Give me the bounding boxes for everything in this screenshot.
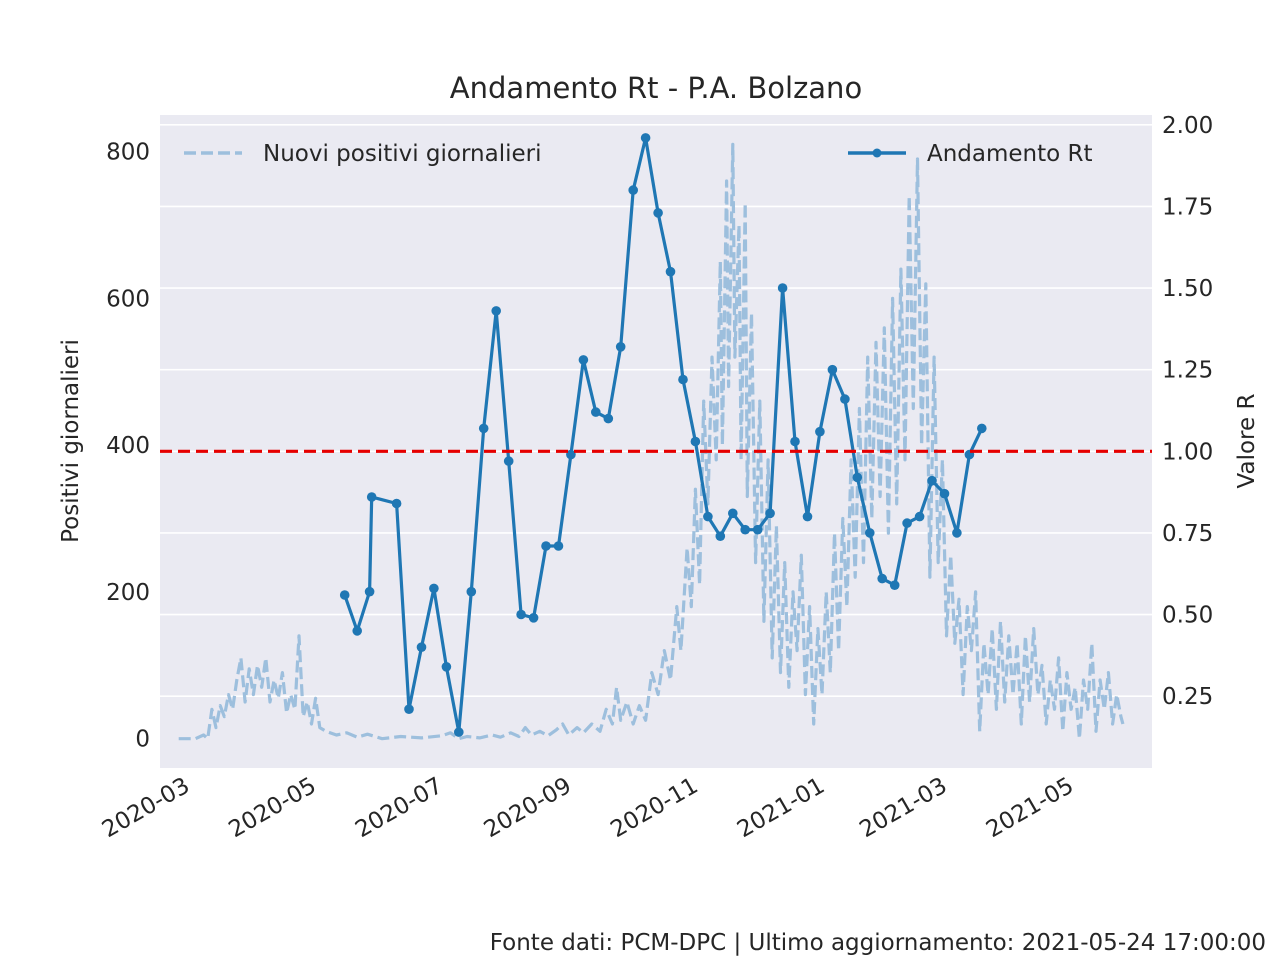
series-layer: [178, 133, 1125, 741]
y-axis-right-label: Valore R: [1234, 394, 1260, 489]
rt-point: [566, 449, 576, 460]
rt-point: [466, 586, 477, 597]
rt-point: [802, 511, 813, 522]
y-right-tick-label: 0.75: [1162, 521, 1213, 547]
x-tick-label: 2020-07: [351, 773, 447, 844]
rt-point: [889, 580, 900, 590]
rt-point: [827, 364, 838, 375]
y-left-tick-label: 800: [106, 140, 150, 166]
y-right-tick-label: 0.50: [1162, 603, 1213, 629]
y-axis-left-label: Positivi giornalieri: [58, 339, 84, 543]
rt-point: [952, 528, 962, 538]
rt-point: [553, 541, 564, 551]
positivi-line: [178, 142, 1125, 741]
x-tick-label: 2020-03: [98, 773, 194, 844]
rt-point: [715, 531, 726, 541]
y-left-tick-label: 0: [135, 727, 150, 753]
x-tick-label: 2021-01: [733, 773, 829, 844]
rt-point: [454, 727, 464, 737]
rt-point: [815, 426, 825, 437]
rt-point: [752, 524, 763, 535]
rt-point: [339, 590, 350, 600]
rt-point: [366, 492, 377, 502]
rt-point: [678, 374, 688, 385]
rt-point: [429, 583, 439, 594]
y-right-tick-label: 0.25: [1162, 684, 1213, 710]
rt-point: [690, 436, 701, 447]
rt-point: [615, 342, 626, 352]
x-tick-label: 2020-11: [606, 773, 702, 844]
rt-point: [603, 413, 614, 424]
rt-point: [728, 508, 738, 519]
y-right-tick-label: 2.00: [1162, 113, 1213, 139]
rt-point: [591, 407, 601, 417]
x-tick-label: 2021-03: [855, 773, 951, 844]
rt-point: [653, 208, 663, 218]
y-right-tick-label: 1.50: [1162, 276, 1213, 302]
rt-point: [914, 511, 925, 522]
y-left-tick-label: 400: [106, 433, 150, 459]
rt-point: [640, 133, 651, 143]
rt-point: [777, 283, 788, 293]
rt-point: [516, 609, 526, 620]
rt-point: [352, 626, 363, 636]
y-right-tick-label: 1.25: [1162, 358, 1213, 384]
y-left-tick-label: 600: [106, 286, 150, 312]
rt-point: [503, 456, 514, 466]
x-tick-label: 2020-05: [224, 773, 320, 844]
rt-point: [703, 511, 713, 522]
legend-left: Nuovi positivi giornalieri: [184, 141, 542, 167]
rt-point: [416, 642, 427, 652]
rt-point: [740, 524, 750, 535]
rt-point: [765, 508, 775, 519]
rt-point: [528, 613, 539, 623]
footer-source: Fonte dati: PCM-DPC | Ultimo aggiornamen…: [490, 930, 1266, 956]
rt-point: [840, 394, 850, 404]
legend-right-label: Andamento Rt: [927, 141, 1093, 167]
legend-left-label: Nuovi positivi giornalieri: [263, 141, 542, 167]
y-right-tick-label: 1.75: [1162, 194, 1213, 220]
plot-background: [160, 115, 1152, 768]
rt-point: [391, 498, 402, 509]
rt-point: [927, 475, 937, 486]
rt-line: [343, 136, 984, 734]
rt-point: [491, 306, 502, 316]
rt-point: [628, 185, 638, 195]
rt-point: [865, 528, 875, 538]
rt-point: [939, 488, 950, 499]
x-tick-label: 2021-05: [982, 773, 1078, 844]
chart-title: Andamento Rt - P.A. Bolzano: [450, 71, 862, 105]
rt-point: [790, 436, 800, 447]
rt-point: [877, 573, 887, 584]
rt-point: [977, 423, 987, 434]
rt-point: [441, 662, 452, 672]
rt-point: [478, 423, 489, 434]
y-left-tick-label: 200: [106, 580, 150, 606]
rt-point: [852, 472, 863, 483]
rt-point: [404, 704, 414, 714]
rt-point: [902, 518, 912, 528]
rt-point: [665, 266, 676, 277]
legend-right: Andamento Rt: [848, 141, 1093, 167]
rt-point: [364, 586, 375, 597]
x-tick-label: 2020-09: [480, 773, 576, 844]
rt-point: [578, 355, 589, 365]
y-right-tick-label: 1.00: [1162, 439, 1213, 465]
legend-right-marker: [872, 148, 882, 158]
rt-point: [541, 541, 551, 551]
